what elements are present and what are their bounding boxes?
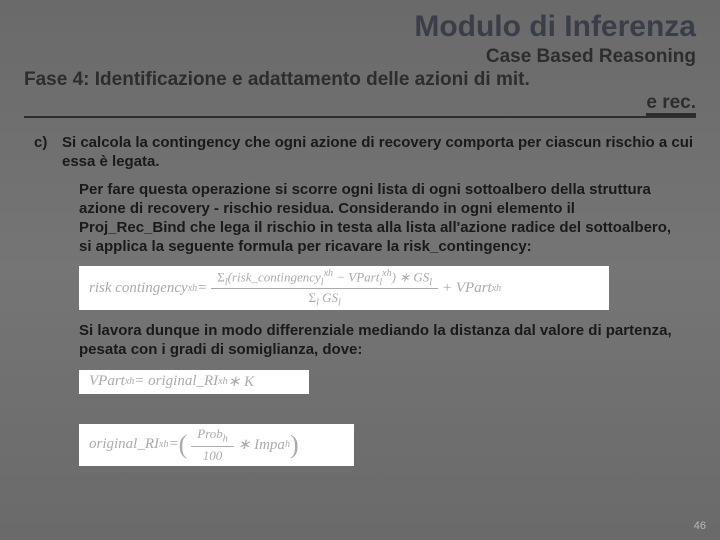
- list-item-c: c) Si calcola la contingency che ogni az…: [24, 134, 696, 172]
- item-marker: c): [34, 134, 52, 172]
- slide-container: Modulo di Inferenza Case Based Reasoning…: [0, 0, 720, 540]
- slide-title: Modulo di Inferenza: [24, 10, 696, 44]
- page-number: 46: [694, 520, 706, 532]
- paragraph-1: Per fare questa operazione si scorre ogn…: [79, 181, 676, 256]
- formula-original-ri: original_RIxh = ( Probh 100 ∗ Impah ): [79, 424, 354, 466]
- phase-line-2: e rec.: [24, 92, 696, 118]
- item-text: Si calcola la contingency che ogni azion…: [62, 134, 696, 172]
- formula-vpart: VPartxh = original_RIxh ∗ K: [79, 370, 309, 394]
- slide-subtitle: Case Based Reasoning: [24, 46, 696, 68]
- paragraph-2: Si lavora dunque in modo differenziale m…: [79, 322, 676, 360]
- phase-line-1: Fase 4: Identificazione e adattamento de…: [24, 69, 696, 92]
- formula-risk-contingency: risk contingencyxh = Σl(risk_contingency…: [79, 266, 609, 310]
